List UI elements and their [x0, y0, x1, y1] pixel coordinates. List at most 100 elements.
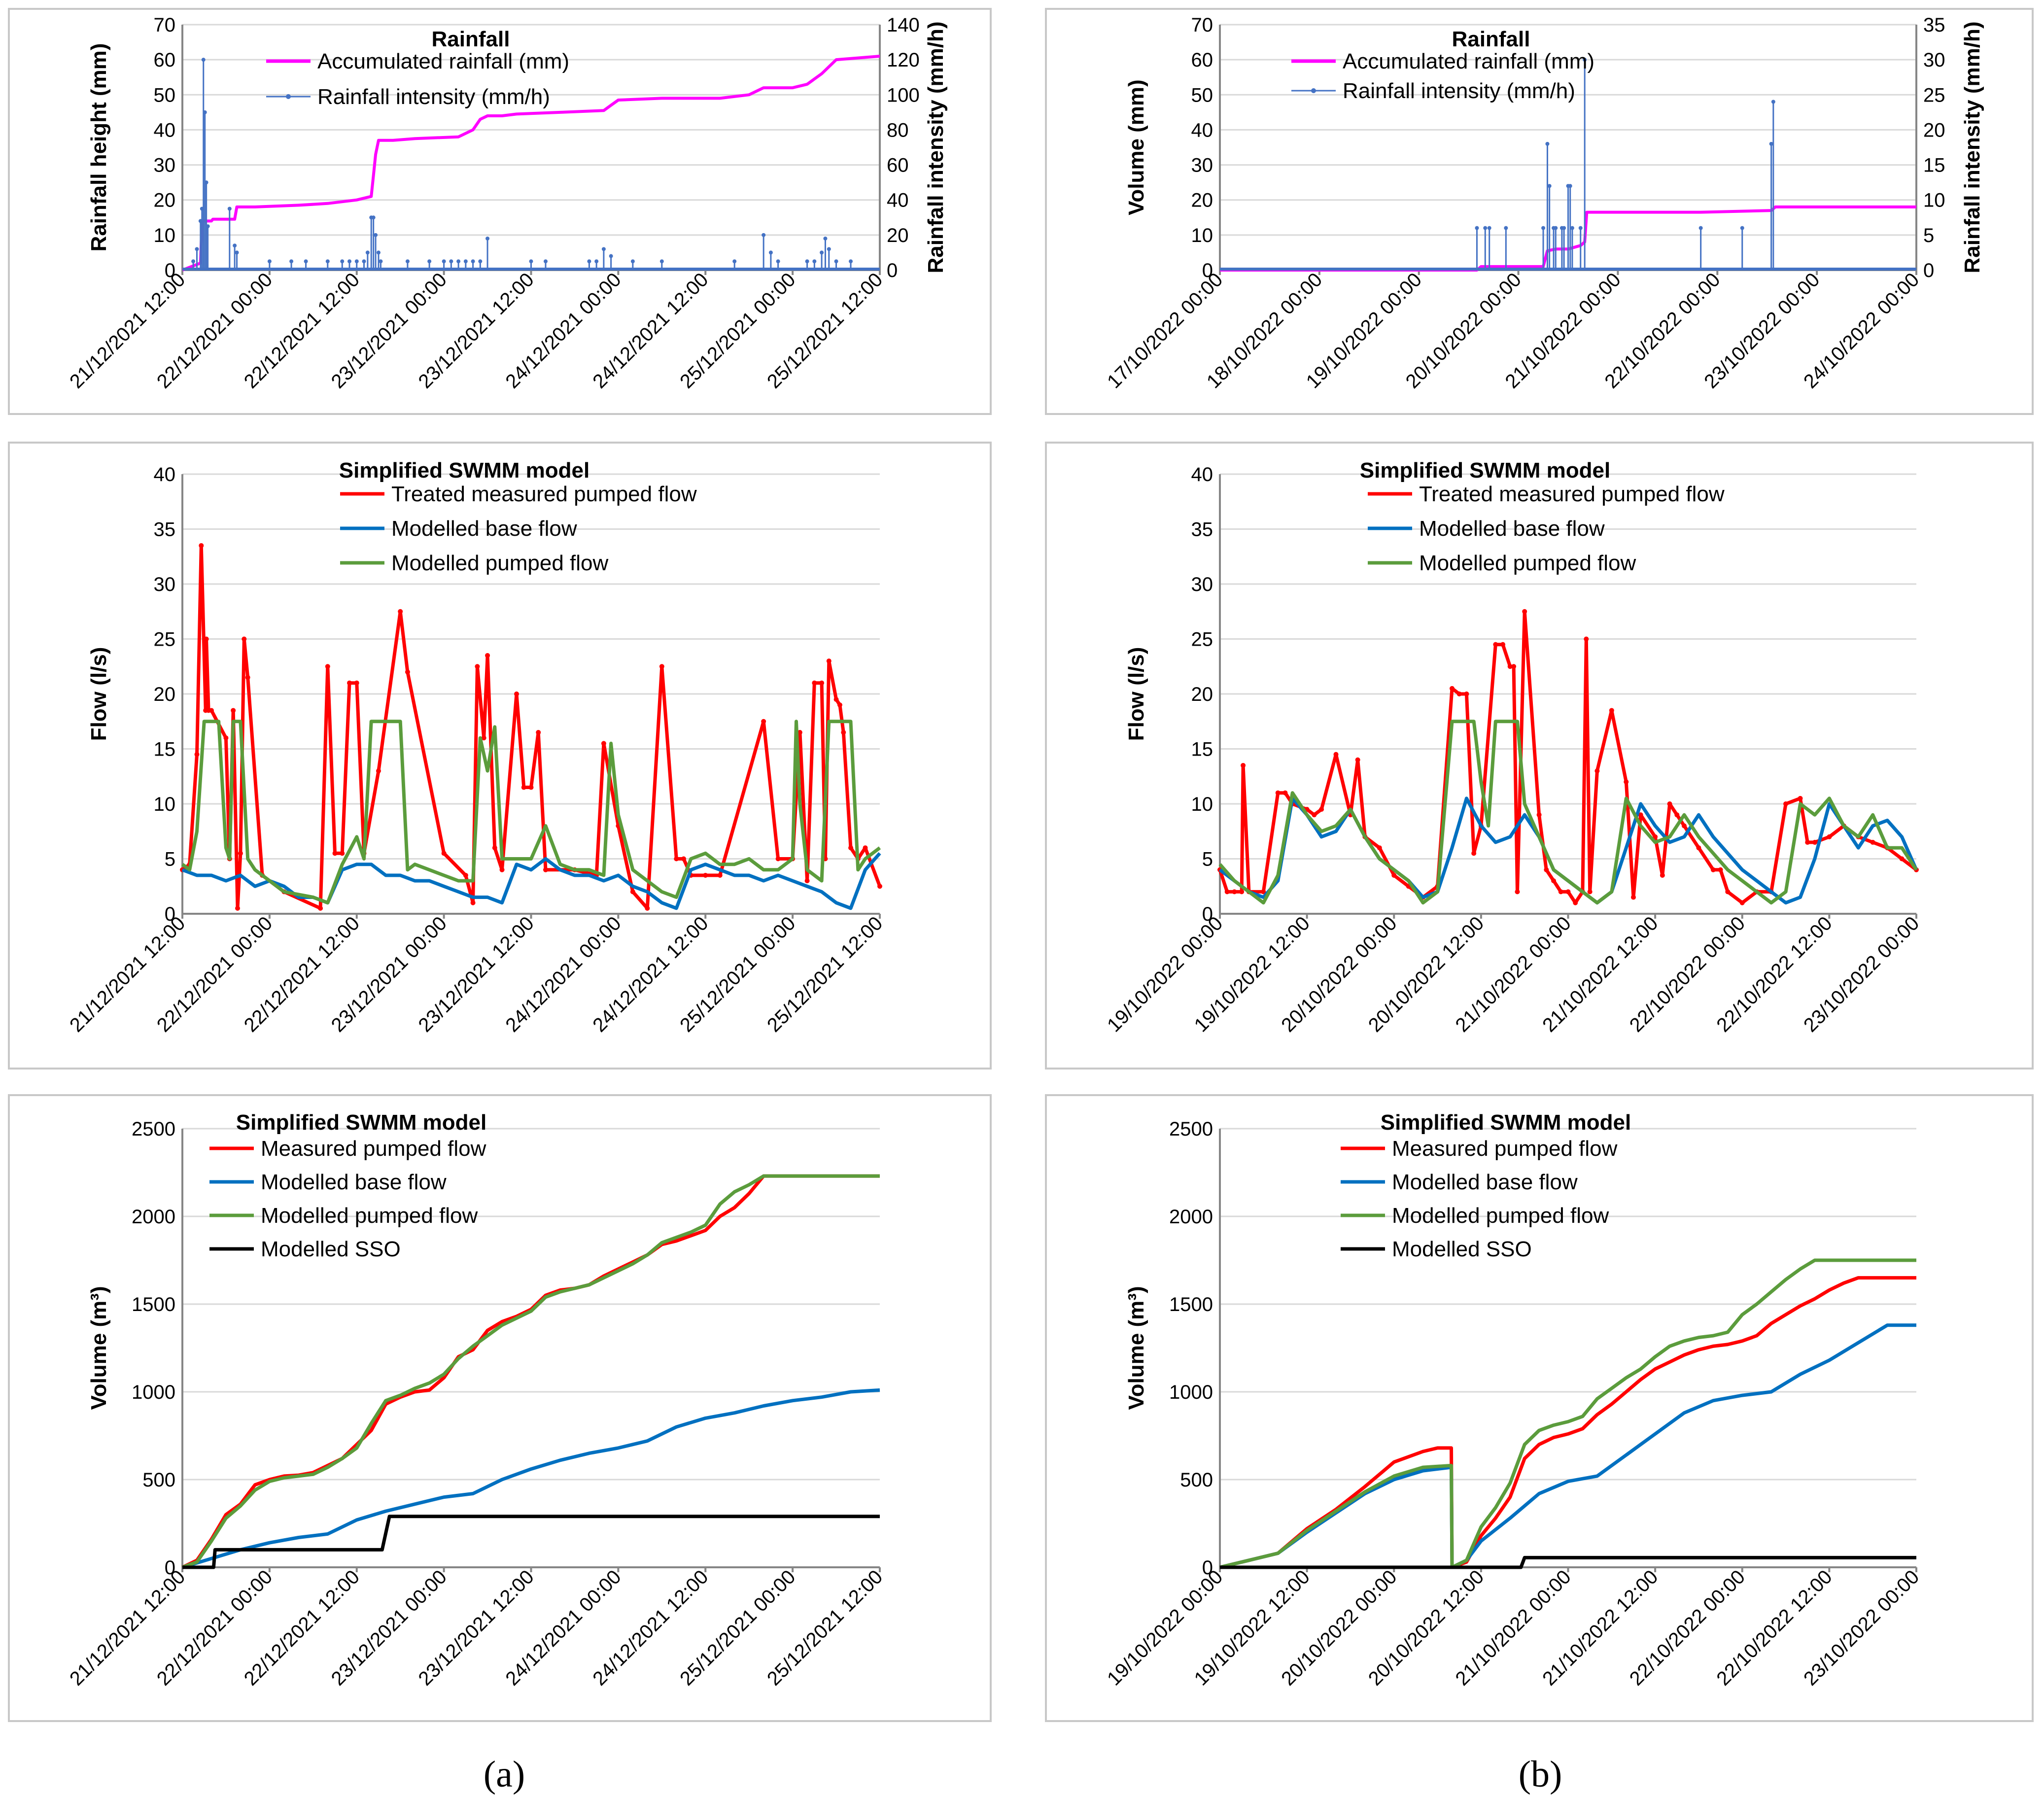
- data-point: [1312, 812, 1317, 818]
- y-tick-label: 40: [1191, 119, 1213, 141]
- data-point: [1696, 845, 1701, 851]
- y-tick-label: 1500: [1169, 1294, 1213, 1315]
- data-point: [1241, 762, 1246, 768]
- data-point: [761, 719, 766, 724]
- y2-tick-label: 10: [1923, 190, 1945, 211]
- data-point: [238, 851, 243, 856]
- data-point: [332, 851, 338, 856]
- data-point: [235, 905, 241, 911]
- chart-frame: [8, 8, 992, 415]
- y-tick-label: 50: [1191, 84, 1213, 106]
- chart-title: Simplified SWMM model: [1381, 1110, 1631, 1135]
- data-point: [1624, 779, 1629, 785]
- data-point: [1493, 642, 1498, 647]
- y2-tick-label: 25: [1923, 84, 1945, 106]
- data-point: [1515, 889, 1520, 895]
- intensity-point: [1547, 184, 1552, 188]
- data-point: [1827, 834, 1832, 839]
- chart-rain-b: 0102030405060700510152025303517/10/2022 …: [1045, 8, 2034, 415]
- intensity-point: [227, 207, 232, 211]
- data-point: [645, 905, 650, 911]
- legend-label: Modelled pumped flow: [391, 551, 608, 575]
- data-point: [1667, 801, 1672, 806]
- y-tick-label: 5: [165, 849, 175, 870]
- intensity-point: [543, 259, 548, 264]
- y-tick-label: 5: [1202, 849, 1213, 870]
- series-modelled-sso: [182, 1515, 880, 1569]
- data-point: [674, 856, 679, 862]
- intensity-point: [233, 243, 237, 248]
- data-point: [1377, 845, 1382, 851]
- y2-tick-label: 20: [1923, 119, 1945, 141]
- data-point: [1522, 609, 1527, 614]
- series-modelled-pumped-flow: [181, 720, 881, 905]
- data-point: [1739, 900, 1745, 905]
- intensity-point: [289, 259, 294, 264]
- intensity-point: [267, 259, 272, 264]
- data-point: [837, 702, 842, 708]
- intensity-point: [762, 233, 766, 237]
- y2-tick-label: 15: [1923, 155, 1945, 176]
- y-tick-label: 10: [154, 794, 176, 815]
- data-point: [630, 889, 635, 895]
- y-tick-label: 500: [1180, 1469, 1213, 1491]
- data-point: [1391, 872, 1397, 878]
- series-modelled-base-flow: [181, 1388, 880, 1569]
- data-point: [528, 785, 534, 790]
- series-modelled-pumped-flow: [1219, 1258, 1916, 1569]
- data-point: [1500, 642, 1506, 647]
- y2-tick-label: 40: [887, 190, 909, 211]
- legend-label: Measured pumped flow: [1392, 1137, 1618, 1161]
- panel-label-b: (b): [1519, 1754, 1562, 1795]
- intensity-point: [201, 58, 206, 62]
- data-point: [717, 872, 723, 878]
- legend-label: Modelled base flow: [261, 1170, 447, 1194]
- chart-frame: [8, 1094, 992, 1722]
- data-point: [1573, 900, 1578, 905]
- series-modelled-pumped-flow: [181, 1174, 880, 1569]
- data-point: [1232, 889, 1237, 895]
- data-point: [514, 691, 520, 696]
- data-point: [242, 636, 247, 642]
- data-point: [797, 730, 802, 735]
- data-point: [492, 845, 497, 851]
- legend-entry: Accumulated rainfall (mm): [266, 49, 569, 73]
- data-point: [340, 851, 345, 856]
- legend-label: Rainfall intensity (mm/h): [317, 85, 550, 109]
- data-point: [441, 851, 447, 856]
- data-point: [204, 636, 209, 642]
- series-line: [1218, 610, 1918, 905]
- data-point: [703, 872, 708, 878]
- intensity-point: [601, 247, 606, 251]
- intensity-point: [1771, 100, 1775, 104]
- legend-entry: Modelled base flow: [340, 517, 577, 541]
- y-tick-label: 60: [154, 49, 176, 71]
- y-tick-label: 15: [1191, 739, 1213, 760]
- data-point: [1275, 790, 1281, 795]
- legend-label: Modelled base flow: [1419, 517, 1605, 541]
- series-modelled-base-flow: [181, 852, 881, 910]
- data-point: [681, 856, 687, 862]
- data-point: [1870, 840, 1875, 845]
- y2-tick-label: 35: [1923, 14, 1945, 36]
- intensity-point: [456, 259, 461, 264]
- y2-tick-label: 80: [887, 119, 909, 141]
- chart-title: Simplified SWMM model: [1360, 458, 1610, 483]
- legend-label: Modelled SSO: [261, 1237, 401, 1261]
- intensity-point: [827, 247, 831, 251]
- data-point: [833, 697, 839, 702]
- series-modelled-sso: [1220, 1555, 1916, 1569]
- intensity-point: [1483, 226, 1488, 230]
- data-point: [347, 680, 352, 686]
- intensity-point: [203, 110, 207, 114]
- data-point: [1584, 636, 1589, 642]
- intensity-point: [1740, 226, 1744, 230]
- data-point: [1660, 872, 1665, 878]
- intensity-point: [204, 180, 208, 185]
- y2-axis-label: Rainfall intensity (mm/h): [924, 22, 948, 274]
- data-point: [245, 675, 250, 680]
- y-tick-label: 1000: [132, 1381, 175, 1403]
- data-point: [1630, 895, 1636, 900]
- intensity-point: [732, 259, 737, 264]
